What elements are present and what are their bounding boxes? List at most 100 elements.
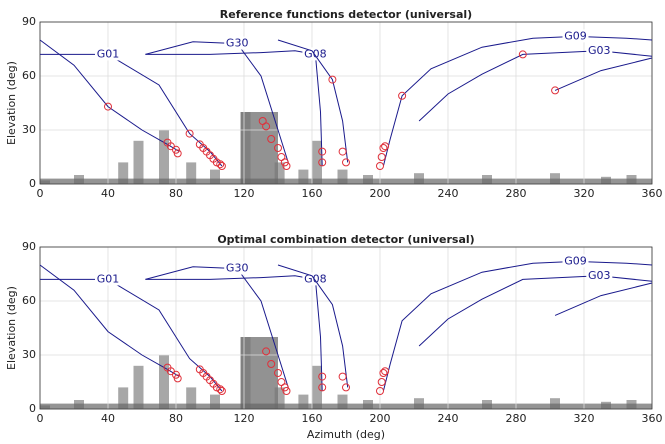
y-axis-label: Elevation (deg) — [5, 286, 18, 370]
x-tick-label: 320 — [574, 412, 595, 425]
series-label: G01 — [97, 272, 120, 285]
building — [274, 387, 285, 409]
building — [240, 337, 278, 409]
building — [240, 112, 278, 184]
marker — [262, 347, 271, 356]
plot-area — [40, 247, 652, 409]
marker — [338, 147, 347, 156]
series-label: G09 — [564, 254, 587, 267]
building — [312, 365, 322, 409]
trajectory — [382, 35, 653, 167]
marker — [318, 158, 327, 167]
y-tick-label: 90 — [22, 240, 36, 253]
y-tick-label: 60 — [22, 294, 36, 307]
marker — [217, 387, 226, 395]
trajectory — [145, 266, 289, 388]
marker — [381, 142, 390, 151]
marker — [262, 122, 271, 131]
y-tick-label: 30 — [22, 123, 36, 136]
marker — [282, 162, 291, 170]
series-label: G09 — [564, 29, 587, 42]
trajectory — [145, 41, 289, 163]
building — [159, 355, 169, 409]
axes-frame — [39, 21, 653, 185]
marker — [280, 383, 289, 392]
label-bg — [562, 254, 589, 268]
marker — [377, 378, 386, 386]
marker — [318, 372, 327, 381]
marker — [217, 162, 226, 170]
marker — [376, 162, 384, 170]
marker — [173, 149, 182, 158]
series-label: G03 — [588, 44, 611, 57]
x-tick-label: 40 — [101, 187, 115, 200]
trajectory — [277, 264, 349, 388]
x-tick-label: 200 — [370, 187, 391, 200]
y-tick-label: 0 — [29, 177, 36, 190]
x-tick-label: 160 — [302, 187, 323, 200]
label-bg — [95, 47, 121, 61]
building — [312, 140, 322, 184]
axes-frame — [39, 246, 653, 410]
x-tick-label: 360 — [642, 412, 663, 425]
marker — [267, 135, 276, 143]
x-tick-label: 0 — [37, 412, 44, 425]
marker — [381, 367, 390, 376]
building — [210, 394, 220, 409]
building — [298, 394, 309, 409]
label-bg — [302, 47, 329, 61]
x-tick-label: 320 — [574, 187, 595, 200]
building — [186, 162, 197, 184]
x-tick-label: 80 — [169, 412, 183, 425]
series-label: G03 — [588, 269, 611, 282]
building — [133, 140, 144, 184]
marker — [216, 160, 225, 169]
marker — [398, 91, 407, 100]
trajectory — [145, 50, 323, 167]
x-tick-label: 280 — [506, 412, 527, 425]
trajectory — [277, 39, 349, 163]
x-tick-label: 280 — [506, 187, 527, 200]
label-bg — [586, 268, 613, 282]
building — [337, 169, 348, 184]
building — [274, 162, 285, 184]
series-label: G30 — [226, 37, 249, 50]
building — [118, 387, 129, 409]
label-bg — [95, 272, 121, 286]
label-bg — [224, 261, 251, 275]
x-tick-label: 120 — [234, 412, 255, 425]
x-tick-label: 200 — [370, 412, 391, 425]
y-tick-label: 90 — [22, 15, 36, 28]
x-tick-label: 240 — [438, 412, 459, 425]
x-tick-label: 80 — [169, 187, 183, 200]
x-tick-label: 120 — [234, 187, 255, 200]
marker — [377, 153, 386, 161]
marker — [274, 369, 282, 377]
marker — [518, 50, 527, 59]
x-tick-label: 0 — [37, 187, 44, 200]
marker — [318, 147, 327, 156]
marker — [282, 387, 291, 395]
chart-title: Optimal combination detector (universal) — [217, 233, 474, 246]
marker — [376, 387, 384, 395]
plot-area — [40, 22, 652, 184]
marker — [338, 372, 347, 381]
label-bg — [224, 36, 251, 50]
marker — [551, 86, 560, 95]
series-label: G08 — [304, 47, 327, 60]
trajectory — [145, 275, 323, 392]
x-tick-label: 160 — [302, 412, 323, 425]
y-tick-label: 30 — [22, 348, 36, 361]
marker — [328, 75, 337, 84]
building — [118, 162, 129, 184]
marker — [185, 129, 194, 138]
label-bg — [562, 29, 589, 43]
x-tick-label: 240 — [438, 187, 459, 200]
trajectory — [554, 282, 653, 316]
marker — [172, 145, 180, 154]
marker — [379, 369, 388, 377]
series-label: G08 — [304, 272, 327, 285]
series-label: G01 — [97, 47, 120, 60]
